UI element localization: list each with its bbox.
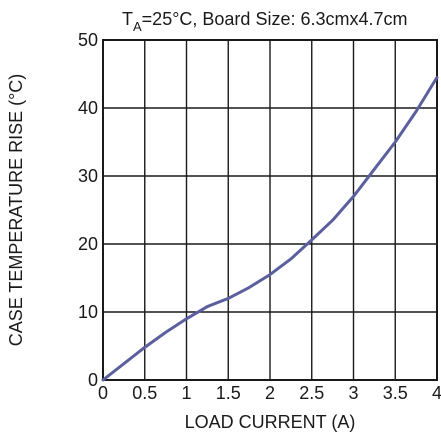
x-axis-label: LOAD CURRENT (A) <box>185 412 356 432</box>
series-line <box>101 75 439 382</box>
plot-frame <box>102 39 438 381</box>
x-tick-label: 1 <box>181 383 191 403</box>
y-tick-label: 40 <box>78 98 98 118</box>
x-tick-label: 4 <box>432 383 441 403</box>
y-axis-label: CASE TEMPERATURE RISE (°C) <box>6 74 26 347</box>
y-tick-label: 20 <box>78 234 98 254</box>
x-tick-label: 0 <box>98 383 108 403</box>
x-tick-label: 3.5 <box>383 383 408 403</box>
y-tick-label: 30 <box>78 166 98 186</box>
grid <box>102 39 438 381</box>
y-tick-label: 50 <box>78 30 98 50</box>
chart-title: TA=25°C, Board Size: 6.3cmx4.7cm <box>122 9 408 34</box>
y-tick-label: 0 <box>88 370 98 390</box>
y-tick-labels: 0 10 20 30 40 50 <box>78 30 98 390</box>
x-tick-label: 2.5 <box>299 383 324 403</box>
x-tick-label: 0.5 <box>132 383 157 403</box>
y-tick-label: 10 <box>78 302 98 322</box>
x-tick-label: 2 <box>265 383 275 403</box>
x-tick-label: 1.5 <box>216 383 241 403</box>
x-tick-label: 3 <box>348 383 358 403</box>
x-tick-labels: 0 0.5 1 1.5 2 2.5 3 3.5 4 <box>98 383 441 403</box>
